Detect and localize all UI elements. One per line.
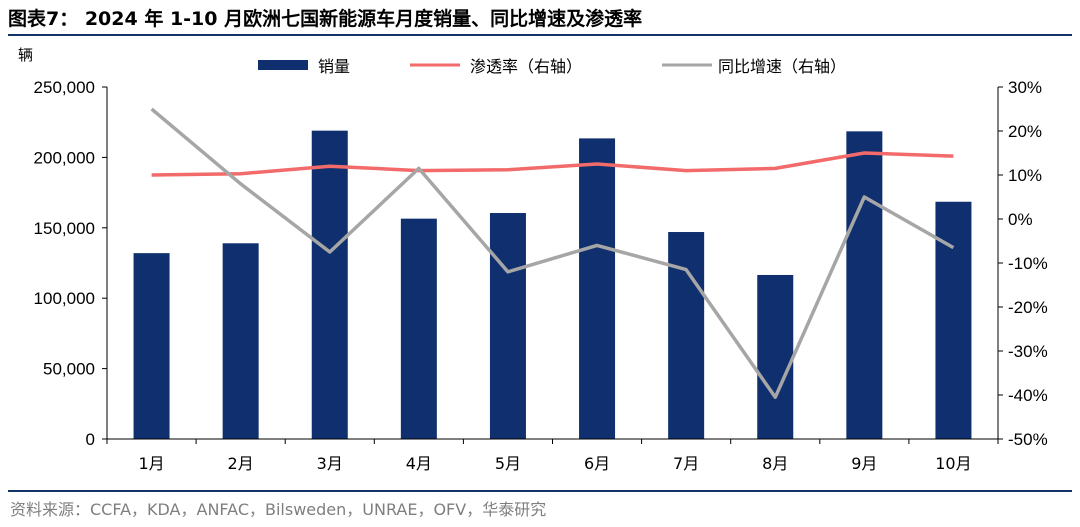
line-penetration (151, 151, 954, 177)
right-axis-ticks: -50% -40% -30% -20% -10% 0% 10% 20% 30% (998, 78, 1048, 449)
legend-label-sales: 销量 (318, 57, 350, 76)
bar-2 (222, 243, 259, 439)
left-tick-label: 100,000 (34, 289, 95, 308)
x-tick-label: 1月 (138, 454, 164, 473)
bar-5 (489, 213, 526, 439)
x-tick-label: 10月 (935, 454, 971, 473)
x-tick-label: 8月 (762, 454, 788, 473)
x-tick-label: 2月 (228, 454, 254, 473)
left-tick-label: 150,000 (34, 219, 95, 238)
x-axis-ticks: 1月 2月 3月 4月 5月 6月 7月 8月 9月 10月 (106, 439, 999, 473)
x-tick-label: 6月 (584, 454, 610, 473)
bar-3 (311, 130, 348, 439)
legend-label-yoy: 同比增速（右轴） (718, 57, 846, 76)
right-tick-label: 20% (1008, 122, 1042, 141)
right-tick-label: 10% (1008, 166, 1042, 185)
right-tick-label: 30% (1008, 78, 1042, 97)
legend-label-penetration: 渗透率（右轴） (470, 57, 582, 76)
left-axis-ticks: 0 50,000 100,000 150,000 200,000 250,000 (34, 78, 107, 449)
bar-6 (579, 138, 616, 439)
x-tick-label: 7月 (673, 454, 699, 473)
left-tick-label: 0 (86, 430, 95, 449)
right-tick-label: -20% (1008, 298, 1048, 317)
bar-4 (400, 218, 437, 439)
line-series (150, 107, 955, 399)
left-tick-label: 250,000 (34, 78, 95, 97)
left-axis-unit-label: 辆 (18, 46, 33, 64)
bar-10 (935, 201, 972, 439)
x-tick-label: 9月 (851, 454, 877, 473)
x-tick-label: 4月 (406, 454, 432, 473)
right-tick-label: -50% (1008, 430, 1048, 449)
chart-title: 图表7： 2024 年 1-10 月欧洲七国新能源车月度销量、同比增速及渗透率 (8, 8, 643, 30)
bar-8 (757, 274, 794, 439)
source-note: 资料来源：CCFA，KDA，ANFAC，Bilsweden，UNRAE，OFV，… (10, 500, 547, 519)
legend-swatch-sales (258, 60, 308, 70)
footer-divider (8, 490, 1072, 492)
left-tick-label: 200,000 (34, 148, 95, 167)
right-tick-label: -10% (1008, 254, 1048, 273)
left-tick-label: 50,000 (43, 360, 95, 379)
right-tick-label: -30% (1008, 342, 1048, 361)
x-tick-label: 3月 (317, 454, 343, 473)
legend: 销量 渗透率（右轴） 同比增速（右轴） (258, 57, 846, 76)
bar-7 (668, 232, 705, 439)
bar-9 (846, 131, 883, 440)
title-divider (8, 34, 1072, 36)
right-tick-label: 0% (1008, 210, 1033, 229)
bar-1 (133, 253, 170, 439)
right-tick-label: -40% (1008, 386, 1048, 405)
x-tick-label: 5月 (495, 454, 521, 473)
line-yoy (150, 107, 955, 399)
bar-series-sales (133, 130, 972, 440)
